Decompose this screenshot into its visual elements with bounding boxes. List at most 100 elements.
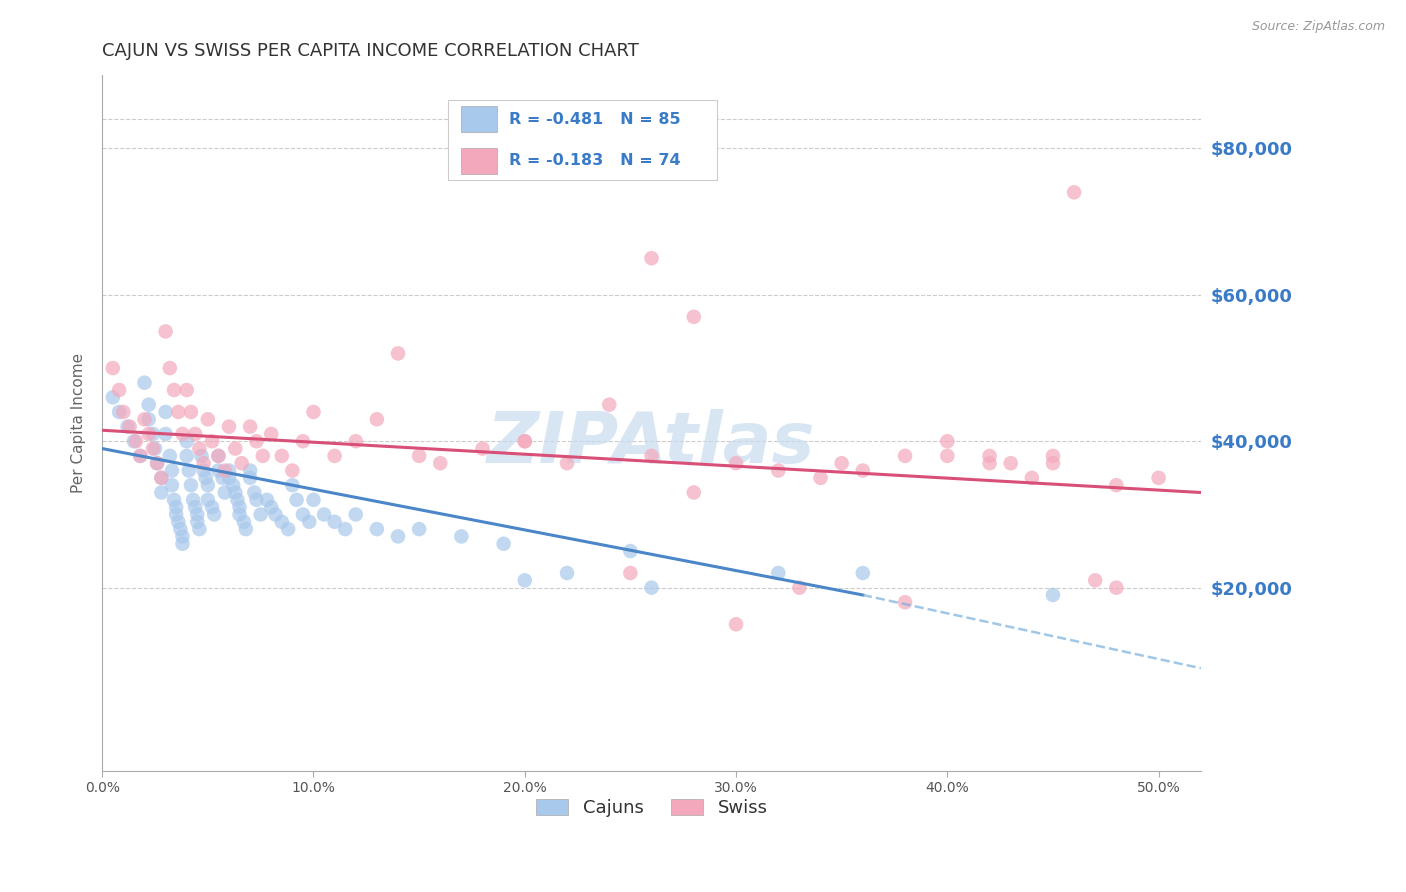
Point [207,464,229,478]
Point [513,434,536,449]
Point [160,478,183,492]
Point [235,522,257,536]
Point [270,449,292,463]
Point [285,492,308,507]
Point [810,471,832,485]
Point [232,515,254,529]
Point [239,471,262,485]
Point [1063,186,1085,200]
Point [492,537,515,551]
Point [150,485,173,500]
Bar [461,106,496,132]
Point [831,456,853,470]
Point [1042,588,1064,602]
Point [176,434,198,449]
Point [260,426,283,441]
Point [335,522,357,536]
Point [138,412,160,426]
Point [344,508,367,522]
Point [281,464,304,478]
Point [197,492,219,507]
Point [129,449,152,463]
Point [101,361,124,376]
Point [979,449,1001,463]
Point [682,485,704,500]
Point [169,522,191,536]
Point [190,449,212,463]
Point [682,310,704,324]
Point [979,456,1001,470]
Point [143,442,166,456]
Point [177,464,200,478]
Point [117,419,139,434]
Point [1021,471,1043,485]
Point [167,405,190,419]
Point [194,471,217,485]
FancyBboxPatch shape [449,100,717,179]
Point [894,595,917,609]
Point [344,434,367,449]
Point [323,449,346,463]
Point [302,492,325,507]
Point [725,456,748,470]
Point [1147,471,1170,485]
Point [224,485,246,500]
Point [214,464,236,478]
Point [202,508,225,522]
Point [239,419,262,434]
Point [243,485,266,500]
Point [211,471,233,485]
Point [184,500,207,515]
Point [184,426,207,441]
Point [366,522,388,536]
Point [129,449,152,463]
Point [165,508,187,522]
Point [1105,581,1128,595]
Point [302,405,325,419]
Point [366,412,388,426]
Point [239,464,262,478]
Point [408,449,430,463]
Point [1042,456,1064,470]
Point [640,251,662,265]
Point [188,442,211,456]
Point [387,529,409,543]
Point [214,485,236,500]
Point [725,617,748,632]
Point [270,515,292,529]
Point [231,456,253,470]
Point [134,412,156,426]
Point [1000,456,1022,470]
Point [108,383,131,397]
Point [852,464,875,478]
Point [249,508,271,522]
Point [150,471,173,485]
Point [186,515,208,529]
Point [138,426,160,441]
Point [180,405,202,419]
Point [450,529,472,543]
Point [252,449,274,463]
Point [207,449,229,463]
Point [1105,478,1128,492]
Point [134,376,156,390]
Point [429,456,451,470]
Point [163,492,186,507]
Point [245,434,267,449]
Text: CAJUN VS SWISS PER CAPITA INCOME CORRELATION CHART: CAJUN VS SWISS PER CAPITA INCOME CORRELA… [103,42,640,60]
Point [256,492,278,507]
Point [598,398,620,412]
Point [387,346,409,360]
Point [197,412,219,426]
Point [181,492,204,507]
Point [138,398,160,412]
Point [163,383,186,397]
Point [142,426,165,441]
Point [260,500,283,515]
Point [471,442,494,456]
Point [207,449,229,463]
Point [188,522,211,536]
Point [180,478,202,492]
Point [1084,574,1107,588]
Point [218,419,240,434]
